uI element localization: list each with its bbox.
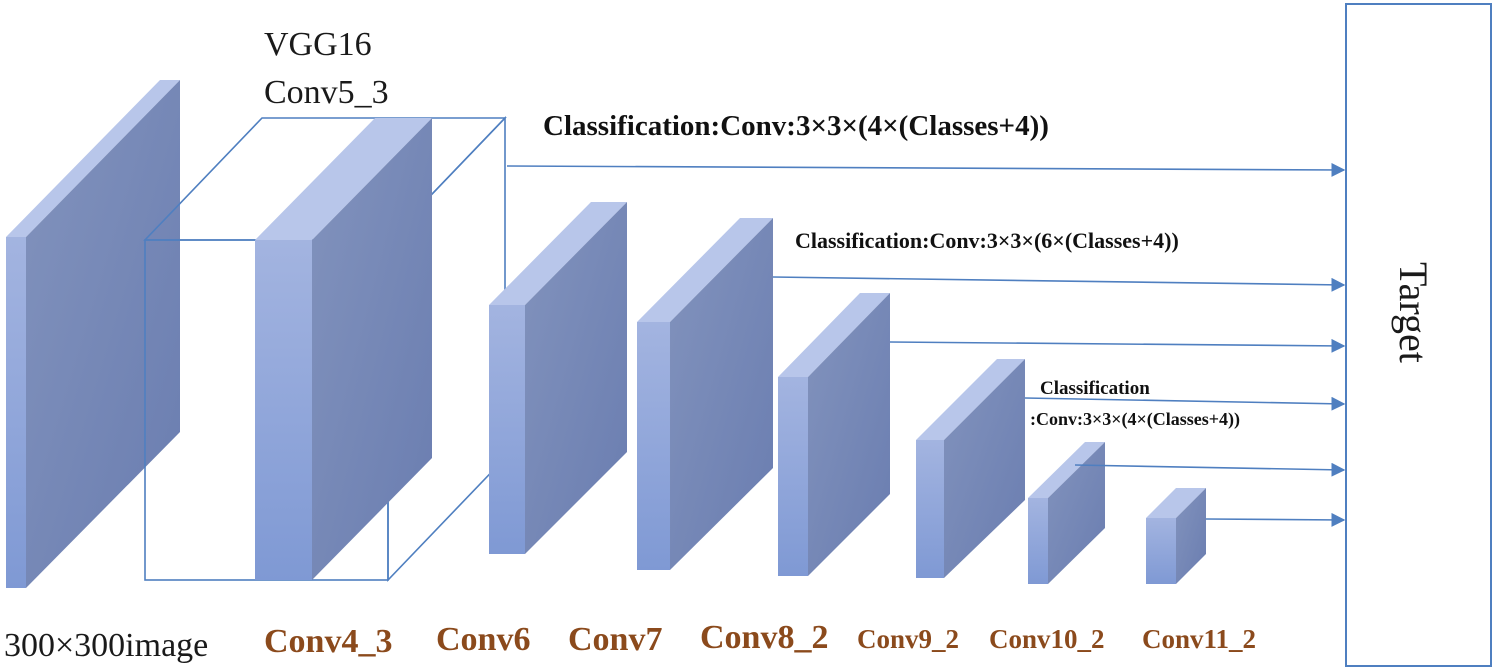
- arrow-conv9-2: [1024, 396, 1346, 411]
- input-layer-label: 300×300image: [4, 627, 208, 664]
- conv9-2-layer-block: [916, 359, 1025, 578]
- arrow-conv8-2: [889, 338, 1346, 353]
- target-box: [1345, 3, 1492, 667]
- target-label: Target: [1391, 262, 1436, 363]
- arrow-conv7: [772, 276, 1346, 292]
- conv6-label: Conv6: [436, 621, 530, 658]
- vgg16-label: VGG16: [264, 26, 372, 63]
- conv10-2-label: Conv10_2: [989, 624, 1105, 654]
- conv10-2-layer-block: [1028, 442, 1105, 584]
- conv8-2-layer-block: [778, 293, 890, 576]
- input-layer-block: [6, 80, 180, 588]
- conv11-2-label: Conv11_2: [1142, 624, 1256, 654]
- conv6-layer-block: [489, 202, 627, 554]
- conv7-layer-block: [637, 218, 773, 570]
- conv8-2-label: Conv8_2: [700, 619, 828, 656]
- conv4-3-layer-block: [255, 118, 432, 580]
- classification-label-middle: Classification:Conv:3×3×(6×(Classes+4)): [795, 228, 1179, 253]
- arrow-conv4-3: [506, 162, 1346, 177]
- arrows-to-target: [506, 162, 1346, 527]
- classification-label-lower-line2: :Conv:3×3×(4×(Classes+4)): [1030, 409, 1240, 430]
- classification-label-lower-line1: Classification: [1040, 378, 1150, 399]
- conv7-label: Conv7: [568, 621, 662, 658]
- conv4-3-label: Conv4_3: [264, 623, 392, 660]
- conv5-3-label: Conv5_3: [264, 74, 389, 111]
- arrow-conv11-2: [1205, 512, 1346, 527]
- classification-label-top: Classification:Conv:3×3×(4×(Classes+4)): [543, 110, 1049, 142]
- arrow-conv10-2: [1074, 462, 1346, 477]
- conv11-2-layer-block: [1146, 488, 1206, 584]
- conv9-2-label: Conv9_2: [857, 624, 959, 654]
